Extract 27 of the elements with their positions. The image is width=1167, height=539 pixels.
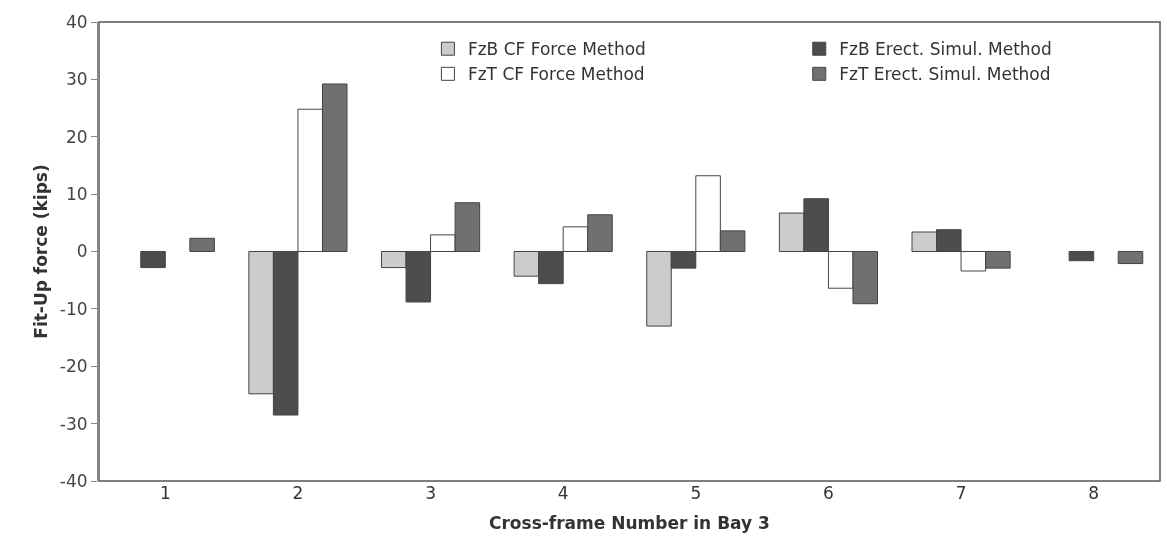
- bar: [1068, 251, 1095, 262]
- y-tick-label: -10: [59, 298, 88, 319]
- legend-label: FzB Erect. Simul. Method: [839, 39, 1052, 60]
- bar: [189, 237, 215, 252]
- bar: [140, 251, 166, 269]
- bar: [1117, 251, 1144, 265]
- x-tick-label: 6: [823, 483, 834, 503]
- x-tick-label: 3: [425, 483, 436, 503]
- y-tick-label: -30: [59, 413, 88, 434]
- legend-label: FzT Erect. Simul. Method: [839, 64, 1051, 85]
- legend-label: FzT CF Force Method: [467, 64, 645, 85]
- y-tick-label: 0: [76, 241, 88, 262]
- x-tick-label: 7: [955, 483, 967, 503]
- y-tick-label: -20: [59, 356, 88, 377]
- y-tick-label: 10: [65, 184, 88, 205]
- y-tick-label: 40: [65, 11, 88, 32]
- x-tick-label: 4: [557, 483, 569, 503]
- y-tick-label: -40: [59, 470, 88, 491]
- x-axis-title: Cross-frame Number in Bay 3: [489, 513, 770, 533]
- y-axis-title: Fit-Up force (kips): [30, 164, 51, 339]
- x-tick-label: 5: [690, 483, 702, 503]
- legend-label: FzB CF Force Method: [467, 39, 646, 60]
- y-tick-label: 20: [65, 126, 88, 147]
- x-tick-label: 8: [1088, 483, 1100, 503]
- x-tick-label: 2: [292, 483, 304, 503]
- x-tick-label: 1: [159, 483, 171, 503]
- y-tick-label: 30: [65, 69, 88, 90]
